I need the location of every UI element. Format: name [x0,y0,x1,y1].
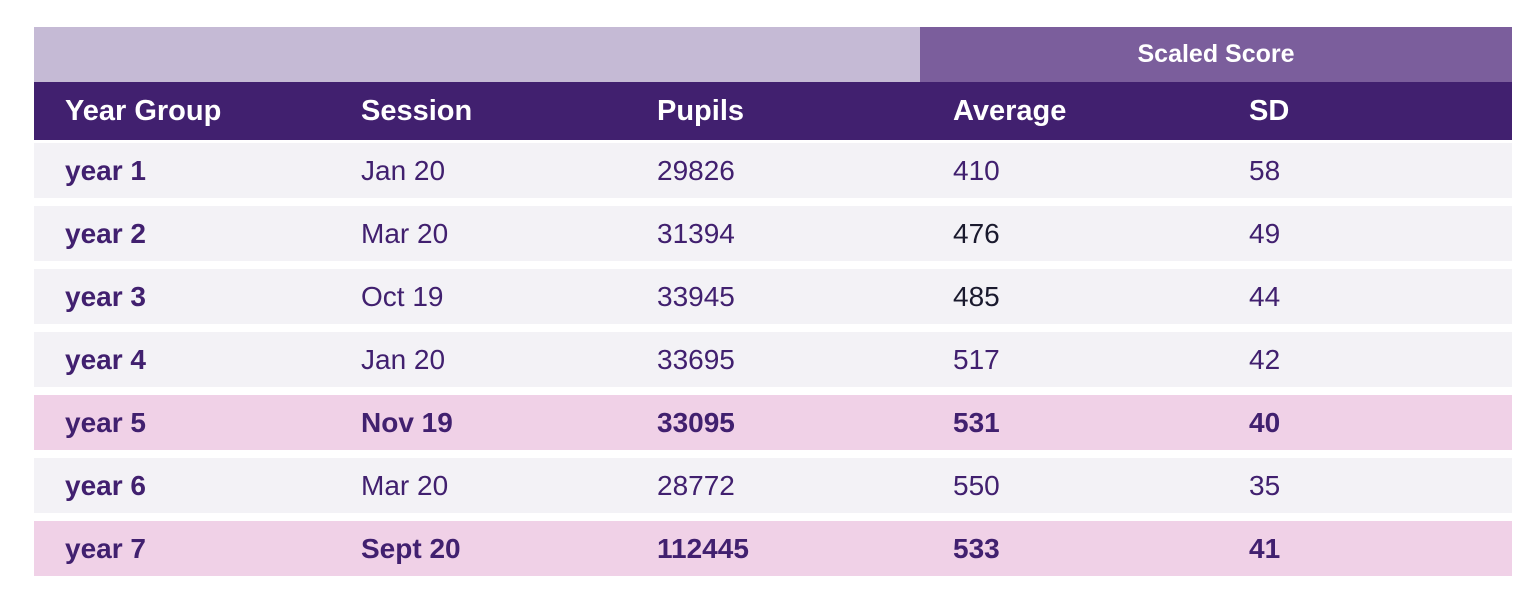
cell-session: Jan 20 [361,154,446,186]
cell-average: 531 [953,406,1000,438]
table-body: year 1 Jan 20 29826 410 58 year 2 Mar 20… [34,143,1512,576]
scores-table: Scaled Score Year Group Session Pupils A… [34,27,1512,584]
table-row: year 4 Jan 20 33695 517 42 [34,332,1512,387]
cell-year-group: year 3 [65,280,146,312]
column-header-session: Session [361,94,473,127]
cell-sd: 41 [1249,532,1281,564]
cell-sd: 42 [1249,343,1281,375]
cell-session: Jan 20 [361,343,446,375]
cell-average: 550 [953,469,1000,501]
column-header-average: Average [953,94,1067,127]
column-header-year-group: Year Group [65,94,222,127]
cell-pupils: 28772 [657,469,735,501]
cell-average: 485 [953,280,1000,312]
cell-year-group: year 2 [65,217,146,249]
cell-sd: 35 [1249,469,1281,501]
cell-pupils: 33695 [657,343,735,375]
table-super-header: Scaled Score [34,27,1512,82]
cell-sd: 58 [1249,154,1281,186]
cell-session: Mar 20 [361,217,449,249]
column-header-pupils: Pupils [657,94,745,127]
cell-average: 533 [953,532,1000,564]
cell-year-group: year 4 [65,343,146,375]
table-row: year 6 Mar 20 28772 550 35 [34,458,1512,513]
table-row: year 7 Sept 20 112445 533 41 [34,521,1512,576]
cell-sd: 44 [1249,280,1281,312]
cell-pupils: 33945 [657,280,735,312]
cell-average: 410 [953,154,1000,186]
cell-session: Sept 20 [361,532,461,564]
cell-sd: 40 [1249,406,1281,438]
cell-pupils: 31394 [657,217,735,249]
scaled-score-group-header: Scaled Score [920,27,1512,82]
cell-pupils: 112445 [657,532,749,564]
cell-pupils: 33095 [657,406,735,438]
table-row: year 2 Mar 20 31394 476 49 [34,206,1512,261]
table-row: year 3 Oct 19 33945 485 44 [34,269,1512,324]
cell-average: 476 [953,217,1000,249]
cell-average: 517 [953,343,1000,375]
cell-session: Oct 19 [361,280,444,312]
cell-sd: 49 [1249,217,1281,249]
cell-session: Nov 19 [361,406,453,438]
table-row: year 5 Nov 19 33095 531 40 [34,395,1512,450]
cell-year-group: year 1 [65,154,146,186]
table-row: year 1 Jan 20 29826 410 58 [34,143,1512,198]
cell-year-group: year 7 [65,532,146,564]
column-header-sd: SD [1249,94,1290,127]
super-header-blank [34,27,920,82]
cell-year-group: year 6 [65,469,146,501]
cell-session: Mar 20 [361,469,449,501]
cell-pupils: 29826 [657,154,735,186]
cell-year-group: year 5 [65,406,146,438]
table-header: Year Group Session Pupils Average SD [34,82,1512,140]
